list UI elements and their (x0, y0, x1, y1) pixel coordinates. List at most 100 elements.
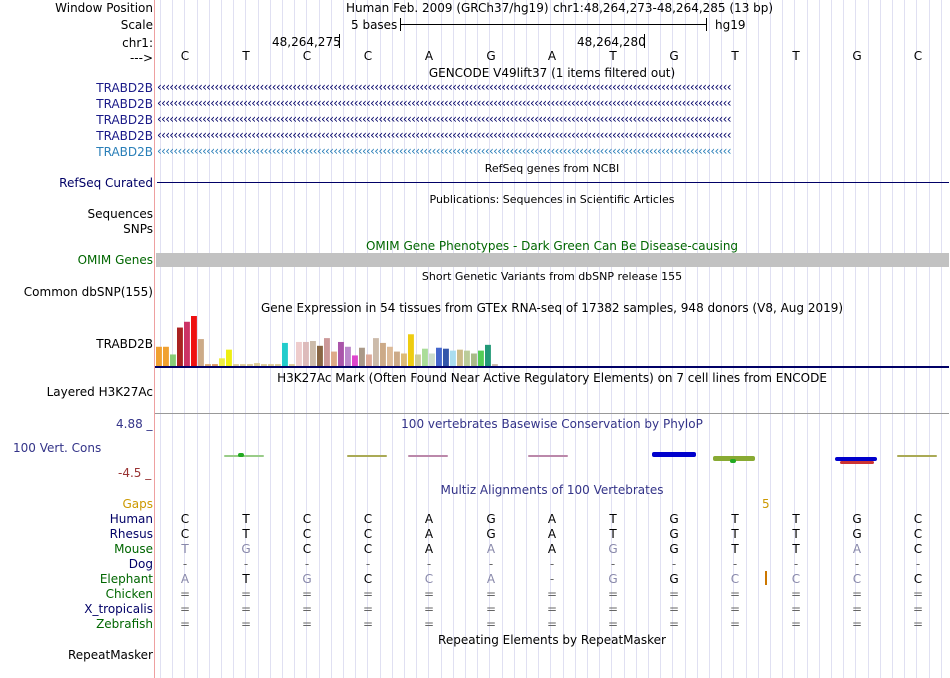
refseq-track-title[interactable]: RefSeq genes from NCBI (484, 162, 620, 175)
phylop-score-mark[interactable] (840, 461, 874, 464)
publications-track-title[interactable]: Publications: Sequences in Scientific Ar… (429, 193, 675, 206)
gtex-tissue-bar[interactable] (373, 338, 379, 366)
gencode-transcript-strand[interactable]: ‹‹‹‹‹‹‹‹‹‹‹‹‹‹‹‹‹‹‹‹‹‹‹‹‹‹‹‹‹‹‹‹‹‹‹‹‹‹‹‹… (157, 80, 732, 94)
gaps-track-label[interactable]: Gaps (122, 497, 153, 511)
gtex-tissue-bar[interactable] (170, 354, 176, 366)
h3k27ac-track-title[interactable]: H3K27Ac Mark (Often Found Near Active Re… (277, 371, 827, 385)
gtex-tissue-bar[interactable] (303, 341, 309, 366)
species-label-zebrafish[interactable]: Zebrafish (96, 617, 153, 631)
repeatmasker-track-label[interactable]: RepeatMasker (67, 648, 153, 662)
phylop-score-mark[interactable] (224, 455, 264, 457)
gtex-tissue-bar[interactable] (275, 364, 281, 366)
gtex-tissue-bar[interactable] (338, 341, 344, 366)
dbsnp-track-label[interactable]: Common dbSNP(155) (23, 285, 153, 299)
species-label-human[interactable]: Human (109, 512, 153, 526)
gtex-tissue-bar[interactable] (492, 364, 498, 366)
gtex-tissue-bar[interactable] (254, 363, 260, 366)
gtex-tissue-bar[interactable] (485, 344, 491, 366)
gencode-transcript-strand[interactable]: ‹‹‹‹‹‹‹‹‹‹‹‹‹‹‹‹‹‹‹‹‹‹‹‹‹‹‹‹‹‹‹‹‹‹‹‹‹‹‹‹… (157, 144, 732, 158)
gencode-transcript-strand[interactable]: ‹‹‹‹‹‹‹‹‹‹‹‹‹‹‹‹‹‹‹‹‹‹‹‹‹‹‹‹‹‹‹‹‹‹‹‹‹‹‹‹… (157, 112, 732, 126)
gtex-tissue-bar[interactable] (282, 342, 288, 366)
omim-track-label[interactable]: OMIM Genes (77, 253, 153, 267)
omim-track-title[interactable]: OMIM Gene Phenotypes - Dark Green Can Be… (365, 239, 739, 253)
gtex-tissue-bar[interactable] (457, 349, 463, 366)
phylop-score-mark[interactable] (897, 455, 937, 457)
gtex-tissue-bar[interactable] (429, 353, 435, 367)
phylop-track-title[interactable]: 100 vertebrates Basewise Conservation by… (401, 417, 703, 431)
gtex-tissue-bar[interactable] (233, 364, 239, 366)
gtex-tissue-bar[interactable] (289, 364, 295, 366)
position-display[interactable]: chr1:48,264,273-48,264,285 (13 bp) (553, 1, 774, 15)
gtex-tissue-bar[interactable] (191, 316, 197, 366)
gtex-tissue-bar[interactable] (450, 350, 456, 366)
gtex-tissue-bar[interactable] (219, 358, 225, 366)
gtex-tissue-bar[interactable] (394, 351, 400, 366)
species-label-elephant[interactable]: Elephant (99, 572, 153, 586)
phylop-score-mark[interactable] (730, 459, 736, 463)
gencode-item-label[interactable]: TRABD2B (96, 129, 153, 143)
gtex-tissue-bar[interactable] (401, 353, 407, 367)
gtex-tissue-bar[interactable] (331, 351, 337, 366)
gtex-tissue-bar[interactable] (296, 341, 302, 366)
gtex-tissue-bar[interactable] (436, 347, 442, 366)
h3k27ac-track-label[interactable]: Layered H3K27Ac (46, 385, 153, 399)
gtex-tissue-bar[interactable] (261, 364, 267, 366)
gtex-tissue-bar[interactable] (443, 348, 449, 366)
gencode-item-label[interactable]: TRABD2B (96, 145, 153, 159)
gtex-tissue-bar[interactable] (366, 354, 372, 366)
gtex-track-label[interactable]: TRABD2B (96, 337, 153, 351)
gtex-tissue-bar[interactable] (408, 334, 414, 366)
gtex-tissue-bar[interactable] (345, 346, 351, 366)
gtex-tissue-bar[interactable] (198, 339, 204, 366)
gtex-tissue-bar[interactable] (156, 346, 162, 366)
dbsnp-track-title[interactable]: Short Genetic Variants from dbSNP releas… (421, 270, 683, 283)
species-label-dog[interactable]: Dog (128, 557, 153, 571)
gencode-track-title[interactable]: GENCODE V49lift37 (1 items filtered out) (428, 66, 676, 80)
gtex-tissue-bar[interactable] (212, 364, 218, 366)
gtex-tissue-bar[interactable] (310, 341, 316, 366)
gtex-tissue-bar[interactable] (359, 347, 365, 366)
refseq-gene-line[interactable] (157, 182, 949, 183)
repeatmasker-track-title[interactable]: Repeating Elements by RepeatMasker (438, 633, 666, 647)
gencode-item-label[interactable]: TRABD2B (96, 113, 153, 127)
refseq-track-label[interactable]: RefSeq Curated (59, 176, 153, 190)
phylop-score-mark[interactable] (713, 456, 755, 461)
gtex-tissue-bar[interactable] (478, 350, 484, 366)
omim-gene-bar[interactable] (156, 253, 949, 267)
gtex-tissue-bar[interactable] (317, 345, 323, 366)
gtex-tissue-bar[interactable] (240, 364, 246, 366)
gencode-item-label[interactable]: TRABD2B (96, 97, 153, 111)
gtex-tissue-bar[interactable] (324, 338, 330, 366)
gtex-tissue-bar[interactable] (415, 354, 421, 366)
multiz-track-title[interactable]: Multiz Alignments of 100 Vertebrates (440, 483, 664, 497)
snps-track-label[interactable]: SNPs (123, 222, 153, 236)
gencode-transcript-strand[interactable]: ‹‹‹‹‹‹‹‹‹‹‹‹‹‹‹‹‹‹‹‹‹‹‹‹‹‹‹‹‹‹‹‹‹‹‹‹‹‹‹‹… (157, 128, 732, 142)
gtex-tissue-bar[interactable] (205, 364, 211, 366)
phylop-score-mark[interactable] (652, 452, 696, 457)
species-label-mouse[interactable]: Mouse (114, 542, 153, 556)
phylop-score-mark[interactable] (238, 453, 244, 457)
gtex-tissue-bar[interactable] (163, 346, 169, 366)
gtex-tissue-bar[interactable] (226, 349, 232, 366)
species-label-x_tropicalis[interactable]: X_tropicalis (84, 602, 153, 616)
gencode-transcript-strand[interactable]: ‹‹‹‹‹‹‹‹‹‹‹‹‹‹‹‹‹‹‹‹‹‹‹‹‹‹‹‹‹‹‹‹‹‹‹‹‹‹‹‹… (157, 96, 732, 110)
gtex-tissue-bar[interactable] (464, 350, 470, 366)
phylop-score-mark[interactable] (528, 455, 568, 457)
gtex-tissue-bar[interactable] (184, 321, 190, 366)
sequences-track-label[interactable]: Sequences (87, 207, 153, 221)
gtex-tissue-bar[interactable] (177, 327, 183, 366)
phylop-score-mark[interactable] (835, 457, 877, 461)
gtex-tissue-bar[interactable] (387, 346, 393, 366)
gencode-item-label[interactable]: TRABD2B (96, 81, 153, 95)
gtex-tissue-bar[interactable] (247, 364, 253, 366)
gtex-tissue-bar[interactable] (352, 355, 358, 366)
species-label-rhesus[interactable]: Rhesus (109, 527, 153, 541)
phylop-score-mark[interactable] (408, 455, 448, 457)
gtex-tissue-bar[interactable] (422, 348, 428, 366)
gtex-tissue-bar[interactable] (471, 353, 477, 367)
phylop-track-label[interactable]: 100 Vert. Cons (13, 441, 102, 455)
gtex-tissue-bar[interactable] (380, 342, 386, 366)
phylop-score-mark[interactable] (347, 455, 387, 457)
species-label-chicken[interactable]: Chicken (105, 587, 153, 601)
